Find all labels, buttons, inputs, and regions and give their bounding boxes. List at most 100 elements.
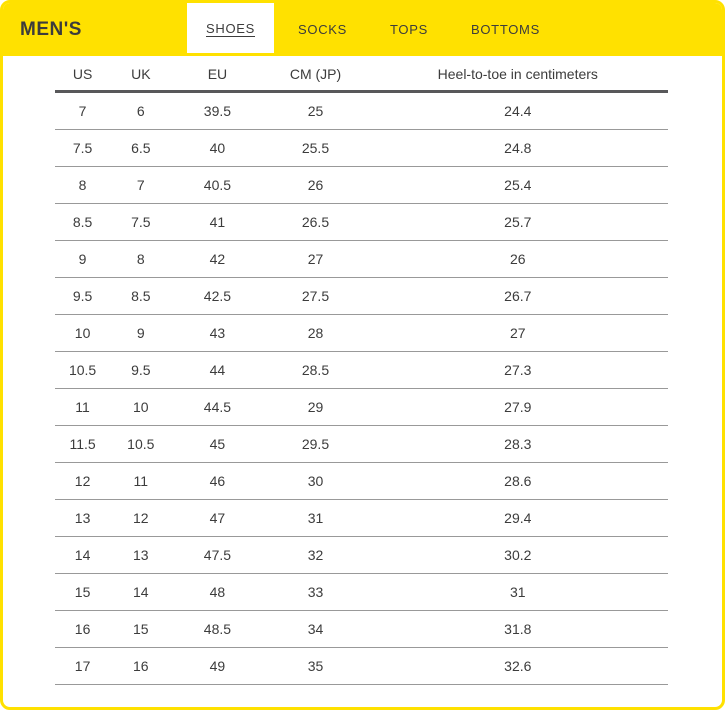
table-cell: 27 — [367, 314, 668, 352]
table-cell: 6 — [110, 91, 172, 130]
table-cell: 27 — [263, 240, 368, 278]
table-cell: 24.4 — [367, 91, 668, 130]
table-cell: 8 — [55, 166, 111, 204]
table-cell: 29.5 — [263, 425, 368, 463]
column-header: CM (JP) — [263, 57, 368, 93]
table-row: 10 9 43 28 27 — [55, 314, 668, 352]
table-row: 13 12 47 31 29.4 — [55, 499, 668, 537]
table-cell: 16 — [55, 610, 111, 648]
table-cell: 11 — [110, 462, 172, 500]
table-cell: 44.5 — [171, 388, 264, 426]
table-cell: 28.6 — [367, 462, 668, 500]
table-cell: 40 — [171, 129, 264, 167]
table-cell: 31.8 — [367, 610, 668, 648]
table-cell: 32 — [263, 536, 368, 574]
table-cell: 26.5 — [263, 203, 368, 241]
table-cell: 13 — [55, 499, 111, 537]
table-cell: 44 — [171, 351, 264, 389]
table-cell: 45 — [171, 425, 264, 463]
table-cell: 28 — [263, 314, 368, 352]
table-cell: 11.5 — [55, 425, 111, 463]
table-cell: 12 — [55, 462, 111, 500]
table-cell: 28.3 — [367, 425, 668, 463]
table-cell: 7.5 — [55, 129, 111, 167]
table-cell: 10 — [55, 314, 111, 352]
table-row: 9 8 42 27 26 — [55, 240, 668, 278]
table-cell: 27.5 — [263, 277, 368, 315]
table-cell: 14 — [55, 536, 111, 574]
table-cell: 29.4 — [367, 499, 668, 537]
table-cell: 11 — [55, 388, 111, 426]
table-cell: 27.3 — [367, 351, 668, 389]
table-cell: 7 — [55, 91, 111, 130]
table-cell: 9 — [55, 240, 111, 278]
table-row: 7 6 39.5 25 24.4 — [55, 91, 668, 130]
table-cell: 30 — [263, 462, 368, 500]
column-header: US — [55, 57, 111, 93]
table-cell: 32.6 — [367, 647, 668, 685]
table-row: 8 7 40.5 26 25.4 — [55, 166, 668, 204]
table-cell: 25 — [263, 91, 368, 130]
table-cell: 41 — [171, 203, 264, 241]
table-row: 11.5 10.5 45 29.5 28.3 — [55, 425, 668, 463]
table-cell: 9 — [110, 314, 172, 352]
table-cell: 43 — [171, 314, 264, 352]
tab-label: SOCKS — [298, 22, 348, 37]
table-row: 11 10 44.5 29 27.9 — [55, 388, 668, 426]
tab-shoes[interactable]: SHOES — [187, 3, 275, 53]
size-table-header-row: US UK EU CM (JP) Heel-to-toe in centimeters — [55, 57, 668, 93]
table-cell: 10.5 — [55, 351, 111, 389]
table-cell: 25.7 — [367, 203, 668, 241]
table-cell: 8 — [110, 240, 172, 278]
table-cell: 7 — [110, 166, 172, 204]
table-cell: 31 — [263, 499, 368, 537]
table-cell: 13 — [110, 536, 172, 574]
table-cell: 29 — [263, 388, 368, 426]
table-cell: 27.9 — [367, 388, 668, 426]
table-cell: 16 — [110, 647, 172, 685]
size-table: US UK EU CM (JP) Heel-to-toe in centimeters … — [55, 57, 668, 685]
table-cell: 48 — [171, 573, 264, 611]
table-row: 10.5 9.5 44 28.5 27.3 — [55, 351, 668, 389]
table-cell: 30.2 — [367, 536, 668, 574]
table-cell: 12 — [110, 499, 172, 537]
table-cell: 46 — [171, 462, 264, 500]
tab-label: BOTTOMS — [471, 22, 540, 37]
table-cell: 17 — [55, 647, 111, 685]
table-cell: 39.5 — [171, 91, 264, 130]
table-cell: 14 — [110, 573, 172, 611]
tab-bottoms[interactable]: BOTTOMS — [452, 3, 559, 56]
table-cell: 47.5 — [171, 536, 264, 574]
table-cell: 7.5 — [110, 203, 172, 241]
table-row: 14 13 47.5 32 30.2 — [55, 536, 668, 574]
size-chart-header: MEN'S SHOES SOCKS TOPS BOTTOMS — [3, 3, 722, 56]
size-table-body: 7 6 39.5 25 24.4 7.5 6.5 40 25.5 24.8 8 7 40.5 26 25.4… — [55, 91, 668, 685]
table-cell: 9.5 — [110, 351, 172, 389]
table-cell: 10 — [110, 388, 172, 426]
table-row: 12 11 46 30 28.6 — [55, 462, 668, 500]
table-cell: 33 — [263, 573, 368, 611]
table-cell: 8.5 — [110, 277, 172, 315]
table-cell: 24.8 — [367, 129, 668, 167]
table-row: 17 16 49 35 32.6 — [55, 647, 668, 685]
table-cell: 49 — [171, 647, 264, 685]
table-cell: 31 — [367, 573, 668, 611]
table-row: 15 14 48 33 31 — [55, 573, 668, 611]
table-cell: 35 — [263, 647, 368, 685]
table-cell: 25.4 — [367, 166, 668, 204]
table-cell: 26.7 — [367, 277, 668, 315]
table-cell: 42.5 — [171, 277, 264, 315]
page-title: MEN'S — [20, 18, 82, 40]
tab-label: SHOES — [206, 20, 256, 36]
table-cell: 9.5 — [55, 277, 111, 315]
table-cell: 47 — [171, 499, 264, 537]
column-header: EU — [171, 57, 264, 93]
tab-socks[interactable]: SOCKS — [279, 3, 366, 56]
table-cell: 6.5 — [110, 129, 172, 167]
table-cell: 40.5 — [171, 166, 264, 204]
table-row: 16 15 48.5 34 31.8 — [55, 610, 668, 648]
column-header: UK — [110, 57, 172, 93]
tab-tops[interactable]: TOPS — [371, 3, 447, 56]
table-cell: 42 — [171, 240, 264, 278]
table-cell: 26 — [367, 240, 668, 278]
